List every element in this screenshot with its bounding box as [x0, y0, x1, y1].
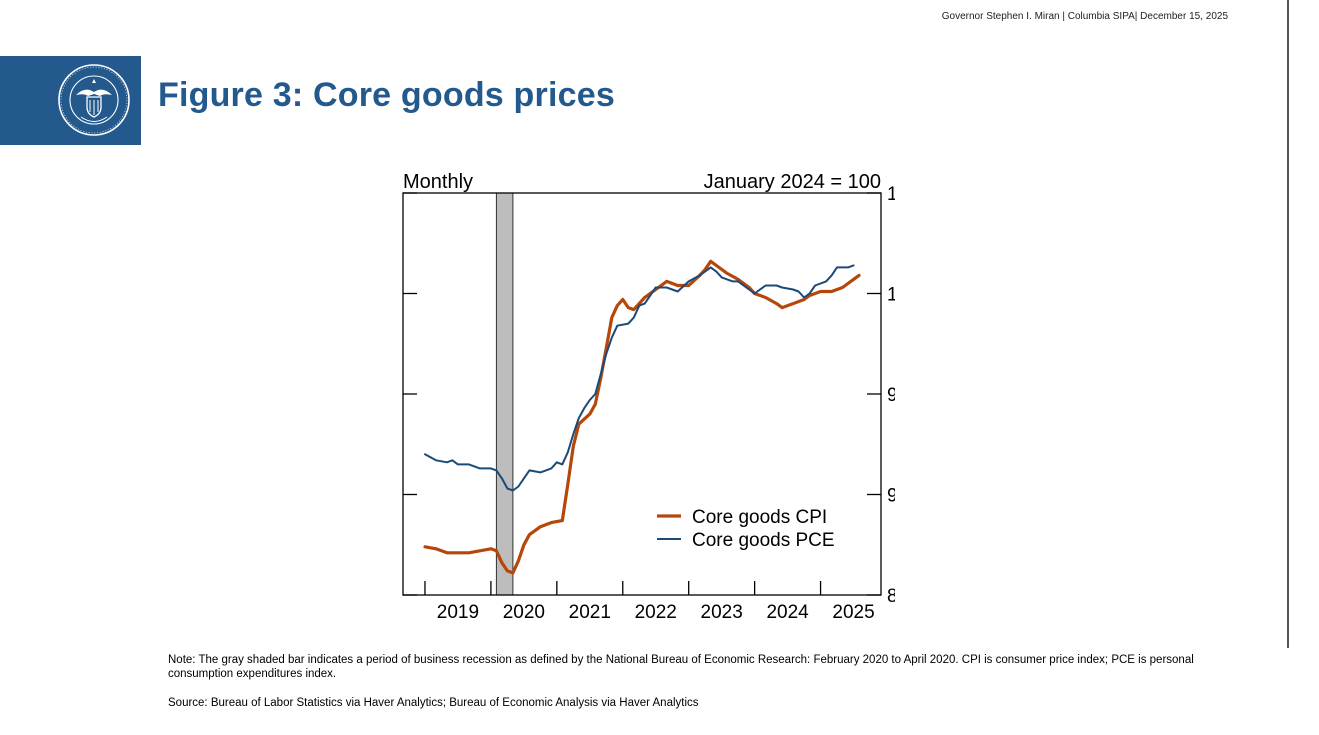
- seal-block: [0, 56, 141, 145]
- y-tick-label: 90: [887, 486, 895, 507]
- series-line-core-goods-pce: [424, 264, 855, 492]
- legend-label: Core goods CPI: [692, 507, 827, 528]
- header-meta: Governor Stephen I. Miran | Columbia SIP…: [941, 11, 1228, 22]
- federal-reserve-seal-icon: [58, 64, 130, 136]
- legend-label: Core goods PCE: [692, 530, 835, 551]
- x-tick-label: 2022: [635, 602, 677, 623]
- y-tick-label: 105: [887, 184, 895, 205]
- y-tick-label: 95: [887, 385, 895, 406]
- x-tick-label: 2019: [437, 602, 479, 623]
- y-tick-label: 100: [887, 285, 895, 306]
- y-tick-label: 85: [887, 586, 895, 607]
- chart-source: Source: Bureau of Labor Statistics via H…: [168, 697, 699, 709]
- series-line-core-goods-cpi: [423, 259, 861, 575]
- recession-shading: [495, 192, 514, 596]
- x-tick-label: 2021: [569, 602, 611, 623]
- chart-note: Note: The gray shaded bar indicates a pe…: [168, 654, 1194, 680]
- slide-right-rule: [1287, 0, 1289, 648]
- x-tick-label: 2023: [701, 602, 743, 623]
- index-label: January 2024 = 100: [704, 171, 881, 193]
- x-tick-label: 2025: [832, 602, 874, 623]
- x-tick-label: 2020: [503, 602, 545, 623]
- page-title: Figure 3: Core goods prices: [158, 76, 615, 114]
- frequency-label: Monthly: [403, 171, 473, 193]
- chart: 2019 2020 2021 2022 2023 2024 2025 85 90 95 100 10…: [402, 171, 895, 623]
- x-tick-label: 2024: [766, 602, 809, 623]
